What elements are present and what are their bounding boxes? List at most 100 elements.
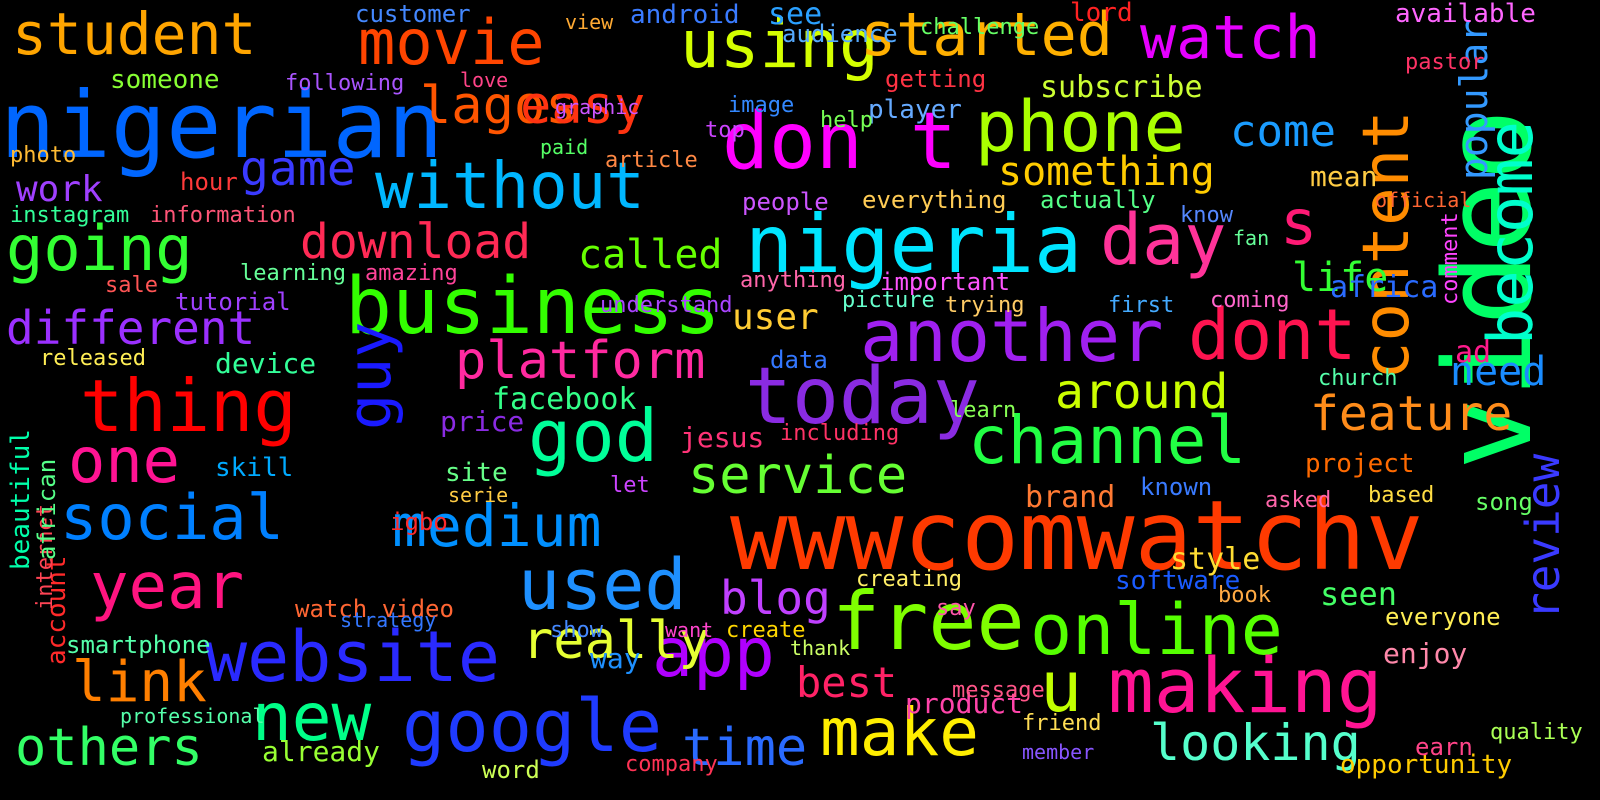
- word-book: book: [1218, 583, 1271, 608]
- word-already: already: [262, 735, 381, 768]
- word-africa: africa: [1330, 270, 1439, 305]
- word-review: review: [1516, 453, 1570, 620]
- word-don-t: don t: [722, 97, 957, 187]
- word-way: way: [590, 642, 641, 675]
- word-today: today: [745, 352, 980, 442]
- word-important: important: [880, 268, 1011, 296]
- word-earn: earn: [1415, 733, 1473, 761]
- word-guy: guy: [335, 321, 405, 430]
- word-player: player: [868, 95, 962, 125]
- word-movie: movie: [358, 6, 545, 79]
- word-known: known: [1140, 473, 1213, 501]
- word-people: people: [742, 188, 829, 216]
- word-subscribe: subscribe: [1040, 70, 1203, 105]
- word-help: help: [820, 108, 873, 133]
- word-site: site: [445, 458, 508, 488]
- word-facebook: facebook: [492, 382, 637, 417]
- word-someone: someone: [110, 65, 220, 95]
- word-data: data: [770, 346, 828, 374]
- word-information: information: [150, 203, 296, 228]
- word-article: article: [605, 148, 698, 173]
- word-user: user: [732, 297, 819, 338]
- word-god: god: [528, 394, 659, 478]
- word-going: going: [6, 212, 193, 285]
- word-game: game: [240, 141, 356, 197]
- word-actually: actually: [1040, 186, 1156, 214]
- word-something: something: [998, 149, 1215, 195]
- word-watch: watch: [1140, 3, 1321, 73]
- word-serie: serie: [448, 483, 509, 507]
- word-make: make: [820, 694, 979, 771]
- word-see: see: [768, 0, 823, 32]
- word-lord: lord: [1070, 0, 1133, 28]
- word-audience: audience: [782, 20, 898, 48]
- word-know: know: [1180, 203, 1233, 228]
- word-wwwcomwatchv: wwwcomwatchv: [730, 480, 1424, 592]
- word-brand: brand: [1025, 480, 1116, 515]
- word-channel: channel: [968, 402, 1247, 479]
- word-phone: phone: [975, 86, 1186, 168]
- word-following: following: [285, 71, 405, 96]
- word-come: come: [1230, 106, 1336, 157]
- word-style: style: [1170, 542, 1261, 577]
- word-feature: feature: [1310, 386, 1513, 442]
- word-african: african: [33, 458, 61, 560]
- word-new: new: [252, 679, 372, 756]
- word-official: official: [1375, 188, 1472, 212]
- word-price: price: [440, 405, 525, 438]
- word-say: say: [936, 596, 976, 621]
- word-enjoy: enjoy: [1383, 637, 1468, 670]
- word-pastor: pastor: [1405, 50, 1485, 75]
- word-around: around: [1055, 364, 1229, 420]
- word-medium: medium: [392, 492, 602, 560]
- word-anything: anything: [740, 268, 846, 293]
- word-member: member: [1022, 740, 1095, 764]
- word-photo: photo: [10, 143, 77, 168]
- word-time: time: [682, 718, 808, 778]
- word-company: company: [625, 752, 718, 777]
- word-everyone: everyone: [1385, 603, 1501, 631]
- word-business: business: [345, 262, 721, 352]
- word-product: product: [905, 687, 1024, 720]
- word-thank: thank: [790, 636, 851, 660]
- word-lagos: lagos: [420, 76, 577, 136]
- word-first: first: [1108, 293, 1175, 318]
- word-challenge: challenge: [920, 15, 1040, 40]
- word-making: making: [1108, 641, 1383, 730]
- word-service: service: [688, 446, 908, 506]
- word-song: song: [1475, 488, 1533, 516]
- word-released: released: [40, 346, 146, 371]
- word-without: without: [375, 150, 645, 224]
- word-create: create: [726, 618, 806, 643]
- word-show: show: [550, 618, 603, 643]
- word-opportunity: opportunity: [1340, 750, 1513, 780]
- word-trying: trying: [945, 293, 1025, 318]
- word-available: available: [1395, 0, 1536, 29]
- word-strategy: strategy: [340, 608, 437, 632]
- word-software: software: [1115, 566, 1241, 596]
- word-want: want: [665, 618, 714, 642]
- word-paid: paid: [540, 135, 589, 159]
- word-work: work: [16, 169, 103, 210]
- word-app: app: [652, 614, 775, 693]
- word-creating: creating: [856, 567, 962, 592]
- word-need: need: [1450, 349, 1547, 395]
- word-one: one: [68, 424, 180, 497]
- word-looking: looking: [1150, 714, 1361, 772]
- word-everything: everything: [862, 186, 1007, 214]
- word-friend: friend: [1022, 711, 1102, 736]
- word-igbo: igbo: [390, 508, 448, 536]
- word-day: day: [1100, 199, 1227, 281]
- word-understand: understand: [600, 293, 733, 318]
- word-project: project: [1305, 449, 1415, 479]
- word-word: word: [482, 756, 540, 784]
- word-love: love: [460, 68, 509, 92]
- word-jesus: jesus: [680, 421, 765, 454]
- word-beautiful: beautiful: [6, 429, 36, 570]
- word-nigerian: nigerian: [0, 72, 444, 179]
- word-blog: blog: [720, 571, 831, 625]
- word-called: called: [578, 232, 723, 278]
- word-online: online: [1030, 589, 1283, 671]
- word-coming: coming: [1210, 288, 1290, 313]
- word-graphic: graphic: [555, 95, 640, 119]
